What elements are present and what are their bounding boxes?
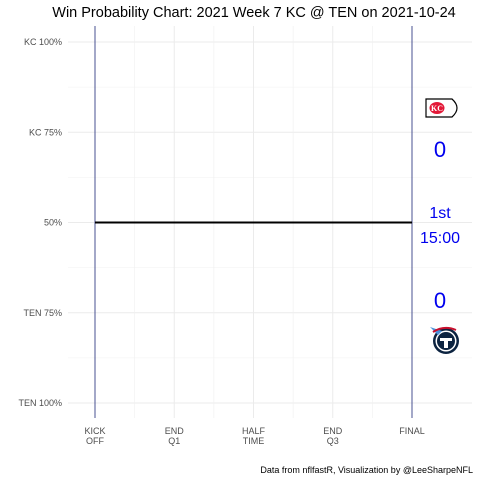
chart-title: Win Probability Chart: 2021 Week 7 KC @ …	[52, 5, 455, 21]
y-tick-label: KC 100%	[24, 37, 62, 47]
x-tick-label: Q1	[168, 436, 180, 446]
x-tick-label: FINAL	[399, 426, 425, 436]
y-tick-label: KC 75%	[29, 127, 62, 137]
x-tick-label: END	[323, 426, 343, 436]
x-tick-label: END	[165, 426, 185, 436]
x-tick-label: KICK	[84, 426, 105, 436]
chiefs-logo-icon: KC	[425, 98, 458, 118]
y-axis-ticks: KC 100% KC 75% 50% TEN 75% TEN 100%	[18, 37, 62, 408]
x-tick-label: OFF	[86, 436, 104, 446]
kc-score: 0	[434, 137, 446, 162]
x-tick-label: HALF	[242, 426, 266, 436]
chart-caption: Data from nflfastR, Visualization by @Le…	[260, 465, 473, 475]
y-tick-label: TEN 75%	[23, 308, 62, 318]
game-clock: 15:00	[420, 230, 460, 247]
y-tick-label: TEN 100%	[18, 398, 62, 408]
svg-text:KC: KC	[431, 104, 443, 113]
y-tick-label: 50%	[44, 218, 62, 228]
titans-logo-icon	[430, 326, 459, 354]
game-quarter: 1st	[429, 205, 451, 222]
ten-score: 0	[434, 288, 446, 313]
x-tick-label: TIME	[243, 436, 265, 446]
x-tick-label: Q3	[327, 436, 339, 446]
